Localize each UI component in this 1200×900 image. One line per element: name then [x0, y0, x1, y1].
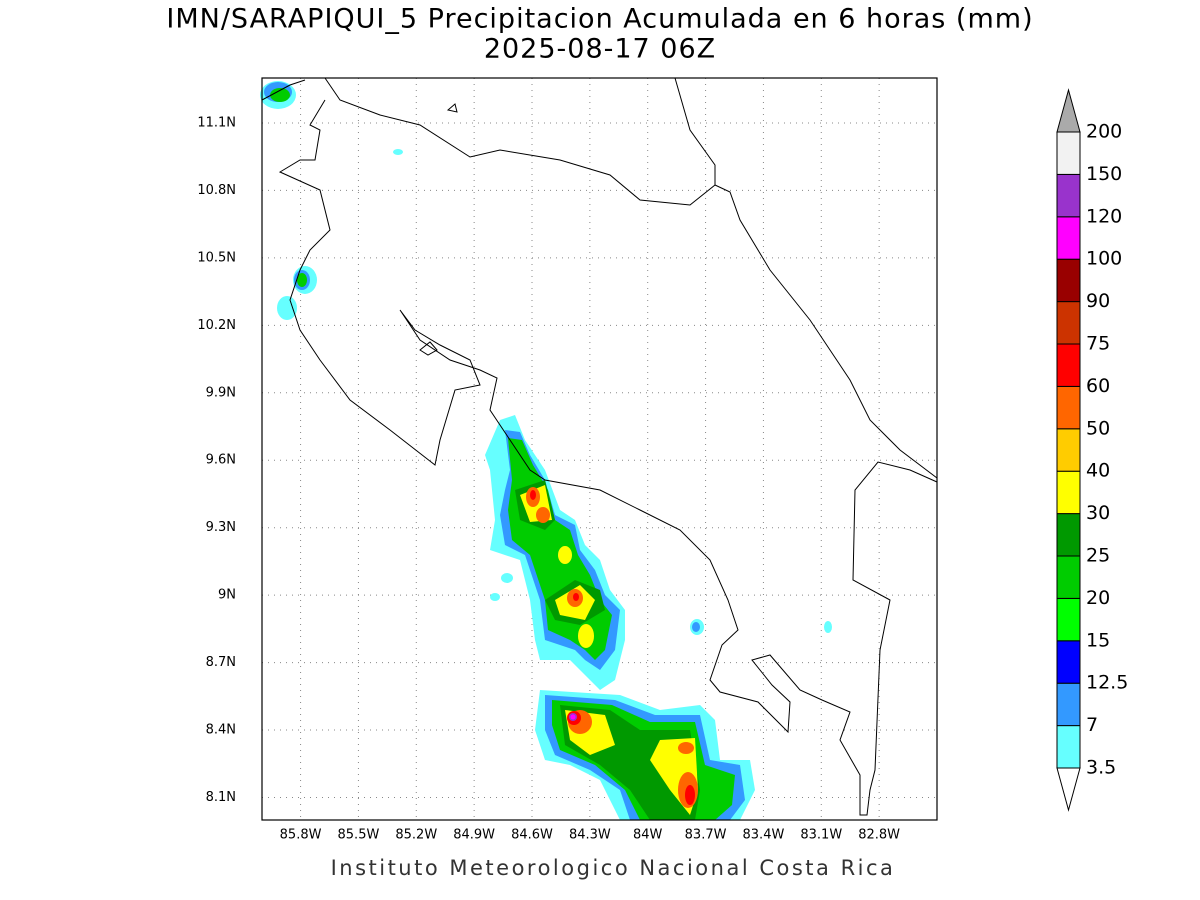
y-tick-label: 9.6N	[206, 453, 236, 468]
colorbar-segment	[1056, 640, 1081, 684]
x-tick-label: 85.2W	[395, 828, 437, 843]
colorbar-label: 120	[1086, 205, 1122, 227]
colorbar-segment	[1056, 301, 1081, 345]
x-tick-label: 85.8W	[280, 828, 322, 843]
colorbar-label: 12.5	[1086, 672, 1128, 694]
precipitation	[260, 81, 832, 820]
colorbar-label: 150	[1086, 163, 1122, 185]
y-tick-label: 9.3N	[206, 520, 236, 535]
y-tick-label: 10.5N	[197, 250, 236, 265]
map-frame	[261, 77, 938, 821]
colorbar-segment	[1056, 597, 1081, 642]
subtitle: 2025-08-17 06Z	[484, 34, 716, 65]
x-tick-label: 83.7W	[685, 828, 727, 843]
title: IMN/SARAPIQUI_5 Precipitacion Acumulada …	[166, 4, 1033, 35]
x-tick-label: 84.6W	[511, 828, 553, 843]
x-tick-label: 84.9W	[453, 828, 495, 843]
colorbar-label: 200	[1086, 121, 1122, 143]
colorbar-label: 30	[1086, 502, 1110, 524]
x-tick-label: 82.8W	[858, 828, 900, 843]
y-tick-label: 11.1N	[197, 115, 236, 130]
colorbar-segment	[1056, 428, 1081, 472]
colorbar-label: 100	[1086, 248, 1122, 270]
x-tick-label: 84.3W	[569, 828, 611, 843]
y-tick-label: 8.7N	[206, 655, 236, 670]
colorbar-segment	[1056, 470, 1081, 515]
y-tick-label: 8.1N	[206, 790, 236, 805]
colorbar-label: 60	[1086, 375, 1110, 397]
x-tick-label: 83.4W	[743, 828, 785, 843]
colorbar-label: 15	[1086, 629, 1110, 651]
colorbar-label: 20	[1086, 587, 1110, 609]
y-tick-label: 9N	[218, 588, 236, 603]
colorbar-segment	[1056, 725, 1081, 769]
colorbar-label: 3.5	[1086, 757, 1116, 779]
colorbar-label: 75	[1086, 333, 1110, 355]
colorbar-over	[1056, 88, 1081, 133]
footer: Instituto Meteorologico Nacional Costa R…	[331, 856, 896, 880]
colorbar-segment	[1056, 343, 1081, 387]
colorbar-segment	[1056, 131, 1081, 175]
colorbar-segment	[1056, 258, 1081, 303]
coastlines	[261, 77, 938, 816]
colorbar-under	[1056, 767, 1081, 812]
y-tick-label: 10.2N	[197, 318, 236, 333]
x-tick-label: 84W	[633, 828, 663, 843]
colorbar-segment	[1056, 173, 1081, 218]
colorbar: 3.5 7 12.5 15 20 25 30 40 50 60 75 90 100 120 150 200	[1056, 88, 1128, 812]
x-tick-label: 85.5W	[338, 828, 380, 843]
colorbar-label: 7	[1086, 714, 1098, 736]
colorbar-label: 50	[1086, 417, 1110, 439]
colorbar-segment	[1056, 385, 1081, 430]
y-tick-label: 8.4N	[206, 723, 236, 738]
colorbar-segment	[1056, 513, 1081, 557]
colorbar-segment	[1056, 555, 1081, 599]
colorbar-label: 25	[1086, 545, 1110, 567]
y-tick-label: 9.9N	[206, 385, 236, 400]
colorbar-segment	[1056, 682, 1081, 727]
colorbar-label: 90	[1086, 290, 1110, 312]
colorbar-label: 40	[1086, 460, 1110, 482]
colorbar-segment	[1056, 216, 1081, 260]
x-tick-label: 83.1W	[800, 828, 842, 843]
y-tick-label: 10.8N	[197, 183, 236, 198]
